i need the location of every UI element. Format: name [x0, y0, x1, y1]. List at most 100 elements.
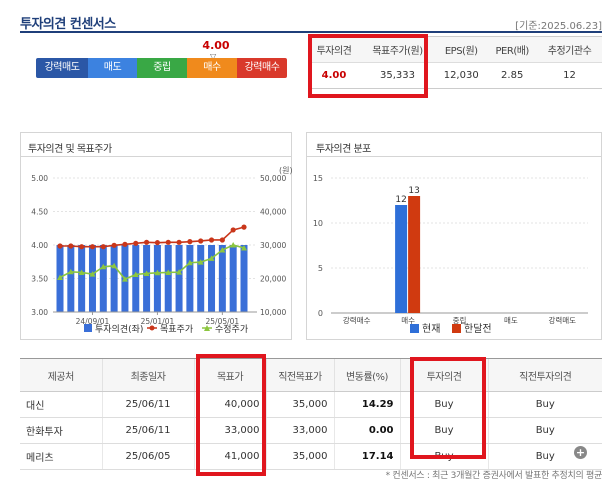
target-price-point — [143, 239, 150, 245]
broker-opinion-table: 제공처 최종일자 목표가 직전목표가 변동률(%) 투자의견 직전투자의견 대신… — [20, 358, 602, 470]
bar-data-label: 13 — [408, 186, 419, 196]
left-axis-tick-label: 4.00 — [31, 241, 48, 250]
opinion-bar — [132, 245, 140, 312]
y-axis-tick-label: 10 — [313, 219, 323, 228]
target-price-point — [219, 237, 225, 243]
target-price-point — [154, 240, 161, 246]
target-price-point — [187, 239, 193, 245]
opinion-bar — [218, 245, 226, 312]
category-label: 매도 — [504, 316, 518, 325]
cell-provider: 대신 — [20, 391, 102, 418]
distribution-bar — [395, 205, 408, 313]
adjusted-price-point — [57, 274, 63, 280]
adjusted-price-point — [154, 269, 161, 276]
summary-target-price-value: 35,333 — [359, 62, 436, 89]
category-label: 강력매도 — [548, 315, 576, 325]
rating-neutral: 중립 — [137, 58, 187, 78]
expand-more-button[interactable]: + — [574, 446, 587, 459]
opinion-bar — [197, 245, 205, 312]
column-header-provider: 제공처 — [20, 358, 102, 392]
opinion-bar — [164, 245, 172, 312]
target-price-point — [133, 240, 139, 246]
legend-swatch-month-ago — [452, 324, 461, 333]
opinion-bar — [186, 245, 194, 312]
summary-eps-value: 12,030 — [435, 62, 488, 89]
right-axis-tick-label: 10,000 — [260, 308, 286, 317]
cell-prev-target: 35,000 — [265, 391, 334, 418]
target-price-point — [100, 244, 106, 250]
highlight-box-summary — [308, 34, 428, 98]
cell-prev-opinion: Buy — [487, 391, 602, 418]
consensus-footnote: * 컨센서스 : 최근 3개월간 증권사에서 발표한 추정치의 평균 — [385, 471, 603, 481]
cell-change: 0.00 — [333, 417, 400, 444]
cell-prev-target: 35,000 — [265, 443, 334, 470]
target-price-point — [198, 238, 204, 244]
cell-provider: 한화투자 — [20, 417, 102, 444]
column-header-prev-target: 직전목표가 — [265, 358, 334, 392]
target-price-point — [57, 243, 63, 249]
opinion-bar — [143, 245, 151, 312]
summary-opinion-value: 4.00 — [308, 62, 360, 89]
panel2-divider — [306, 156, 602, 157]
target-price-point — [208, 237, 215, 243]
adjusted-price-line — [59, 244, 245, 281]
cell-target: 33,000 — [193, 417, 266, 444]
table-header-row: 제공처 최종일자 목표가 직전목표가 변동률(%) 투자의견 직전투자의견 — [20, 358, 602, 392]
table-row: 대신 25/06/11 40,000 35,000 14.29 Buy Buy — [20, 391, 602, 418]
left-axis-tick-label: 5.00 — [31, 174, 48, 183]
opinion-bar — [88, 245, 96, 312]
adjusted-price-point — [132, 271, 139, 277]
column-header-opinion: 투자의견 — [399, 358, 488, 392]
opinion-bar — [175, 245, 183, 312]
adjusted-price-point — [241, 245, 247, 251]
cell-date: 25/06/11 — [101, 391, 194, 418]
adjusted-price-point — [186, 259, 193, 266]
consensus-summary-table: 투자의견 목표주가(원) EPS(원) PER(배) 추정기관수 4.00 35… — [308, 36, 602, 89]
rating-score: 4.00 — [202, 39, 230, 52]
y-axis-tick-label: 5 — [318, 264, 323, 273]
legend-swatch-opinion — [84, 324, 92, 332]
opinion-bar — [110, 245, 118, 312]
highlight-box-opinion — [410, 357, 486, 459]
adjusted-price-point — [100, 263, 107, 270]
rating-strong-sell: 강력매도 — [36, 58, 88, 78]
panel1-divider — [20, 156, 292, 157]
adjusted-price-point — [143, 270, 150, 276]
opinion-price-chart: (원) 3.00 3.50 4.00 4.50 5.00 10,000 20,000 30,0… — [31, 166, 292, 335]
target-price-line — [60, 226, 245, 248]
column-header-date: 최종일자 — [101, 358, 194, 392]
summary-header: PER(배) — [487, 36, 538, 63]
left-axis-tick-label: 4.50 — [31, 208, 48, 217]
adjusted-price-point — [208, 255, 215, 261]
right-axis-tick-label: 20,000 — [260, 275, 286, 284]
cell-prev-target: 33,000 — [265, 417, 334, 444]
table-row: 메리츠 25/06/05 41,000 35,000 17.14 Buy Buy — [20, 443, 602, 470]
adjusted-price-point — [111, 262, 118, 269]
cell-target: 41,000 — [193, 443, 266, 470]
reference-date: [기준:2025.06.23] — [515, 21, 602, 32]
summary-header: EPS(원) — [435, 36, 488, 63]
adjusted-price-point — [67, 268, 74, 275]
right-axis-tick-label: 40,000 — [260, 208, 286, 217]
target-price-point — [79, 244, 85, 250]
adjusted-price-point — [230, 242, 237, 248]
cell-opinion: Buy — [399, 391, 488, 418]
header-divider — [20, 31, 602, 33]
opinion-distribution-panel — [306, 132, 602, 340]
legend-label-month-ago: 한달전 — [464, 323, 492, 335]
left-axis-tick-label: 3.50 — [31, 275, 48, 284]
target-price-point — [165, 239, 171, 245]
target-price-point — [89, 244, 96, 250]
x-axis-tick-label: 25/05/01 — [206, 317, 240, 326]
opinion-bar — [99, 245, 107, 312]
summary-value-row: 4.00 35,333 12,030 2.85 12 — [308, 62, 602, 89]
target-price-point — [122, 241, 128, 247]
rating-sell: 매도 — [88, 58, 137, 78]
adjusted-price-point — [165, 269, 172, 275]
cell-change: 17.14 — [333, 443, 400, 470]
target-price-point — [176, 239, 182, 245]
summary-institution-count: 12 — [537, 62, 602, 89]
opinion-price-chart-panel — [20, 132, 292, 340]
legend-label-target: 목표주가 — [160, 324, 193, 335]
summary-header: 목표주가(원) — [359, 36, 436, 63]
